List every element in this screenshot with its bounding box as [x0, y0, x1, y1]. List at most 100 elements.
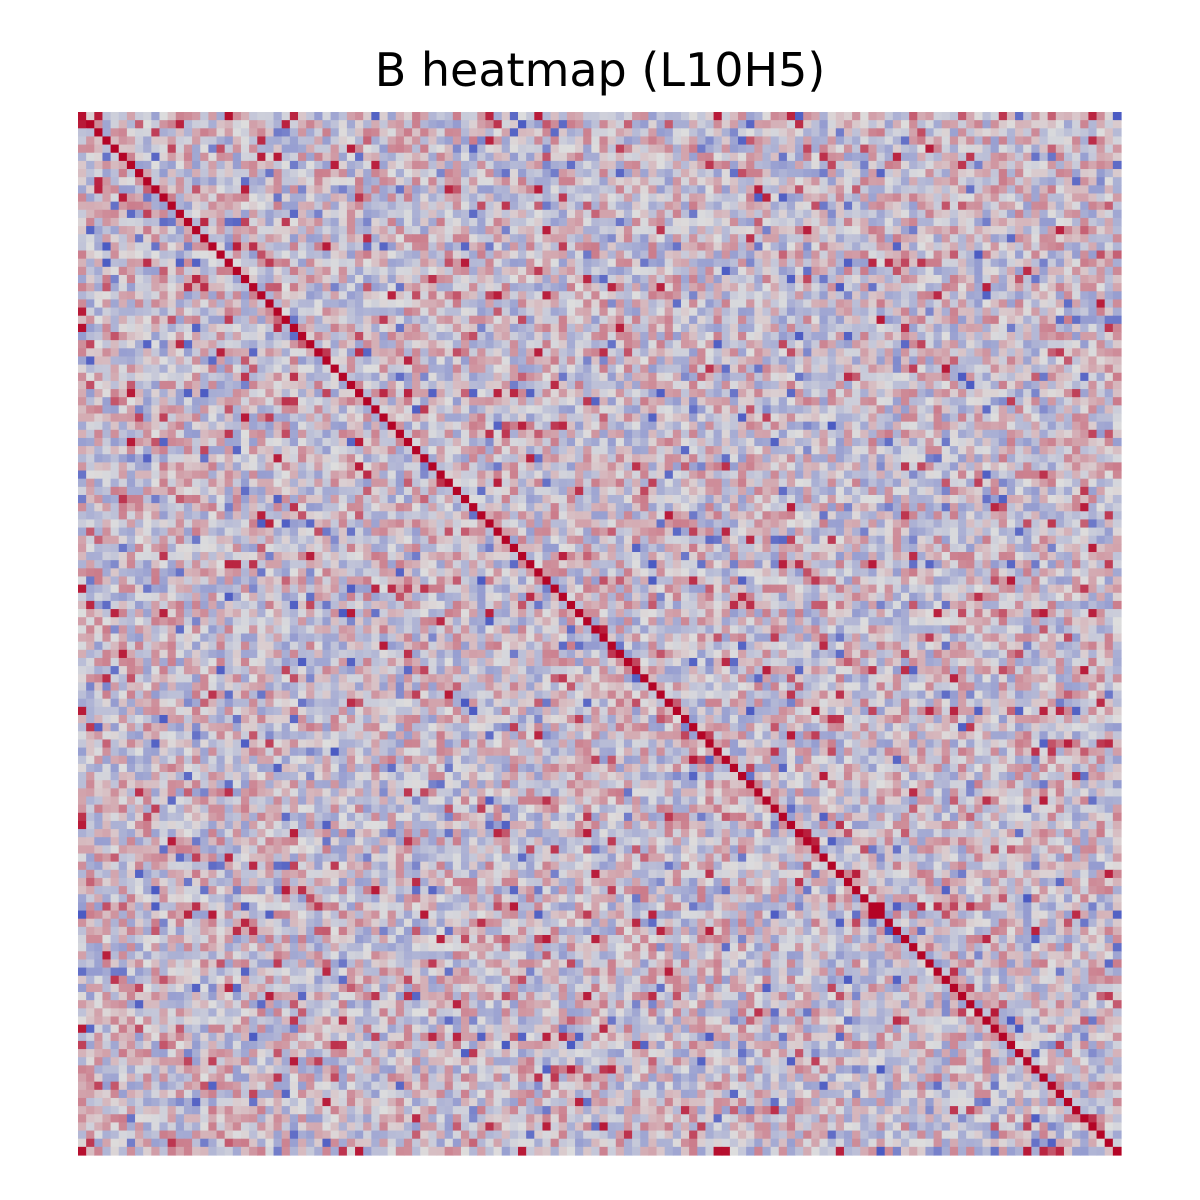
heatmap-cell — [884, 201, 894, 211]
heatmap-cell — [534, 112, 544, 121]
heatmap-cell — [281, 283, 291, 292]
heatmap-cell — [1088, 364, 1098, 374]
heatmap-cell — [843, 217, 853, 227]
heatmap-cell — [436, 160, 446, 170]
heatmap-cell — [518, 380, 527, 390]
heatmap-cell — [1080, 364, 1090, 374]
heatmap-cell — [1088, 274, 1098, 284]
heatmap-cell — [94, 234, 104, 243]
heatmap-cell — [949, 266, 959, 276]
heatmap-cell — [819, 283, 829, 292]
heatmap-cell — [355, 169, 364, 178]
heatmap-cell — [656, 144, 666, 154]
heatmap-cell — [1063, 250, 1073, 260]
heatmap-cell — [632, 340, 641, 349]
heatmap-cell — [827, 209, 837, 219]
heatmap-cell — [534, 413, 544, 423]
heatmap-cell — [933, 340, 943, 349]
heatmap-cell — [493, 234, 503, 243]
heatmap-cell — [591, 193, 601, 203]
heatmap-cell — [371, 185, 381, 195]
heatmap-cell — [933, 185, 943, 195]
heatmap-cell — [200, 364, 209, 374]
heatmap-cell — [689, 307, 698, 317]
heatmap-cell — [183, 209, 193, 219]
heatmap-cell — [526, 169, 535, 178]
heatmap-cell — [827, 250, 837, 260]
heatmap-cell — [273, 421, 283, 431]
heatmap-cell — [754, 217, 764, 227]
heatmap-cell — [518, 356, 527, 366]
heatmap-cell — [827, 315, 837, 325]
heatmap-cell — [884, 144, 894, 154]
heatmap-cell — [705, 274, 715, 284]
heatmap-cell — [835, 332, 845, 341]
heatmap-cell — [395, 332, 405, 341]
heatmap-cell — [949, 112, 959, 121]
heatmap-cell — [379, 193, 389, 203]
heatmap-cell — [770, 413, 780, 423]
heatmap-cell — [183, 315, 193, 325]
heatmap-cell — [746, 389, 755, 398]
heatmap-cell — [379, 169, 389, 178]
heatmap-cell — [273, 120, 283, 129]
heatmap-cell — [925, 177, 935, 186]
heatmap-cell — [387, 258, 397, 268]
heatmap-cell — [982, 291, 992, 301]
heatmap-cell — [485, 356, 495, 366]
heatmap-cell — [460, 185, 470, 195]
heatmap-cell — [1023, 234, 1032, 243]
heatmap-cell — [281, 421, 291, 431]
heatmap-cell — [689, 177, 698, 186]
heatmap-cell — [982, 209, 992, 219]
heatmap-cell — [738, 209, 747, 219]
heatmap-cell — [1055, 315, 1065, 325]
heatmap-cell — [705, 372, 715, 382]
heatmap-cell — [175, 397, 185, 406]
heatmap-cell — [444, 242, 454, 252]
heatmap-cell — [583, 340, 592, 349]
heatmap-cell — [216, 193, 226, 203]
heatmap-cell — [1088, 348, 1098, 358]
heatmap-cell — [615, 364, 625, 374]
heatmap-cell — [729, 332, 739, 341]
heatmap-cell — [1088, 112, 1098, 121]
heatmap-cell — [102, 323, 112, 333]
heatmap-cell — [306, 226, 315, 235]
heatmap-cell — [1072, 299, 1081, 309]
heatmap-cell — [958, 397, 967, 406]
heatmap-cell — [534, 323, 544, 333]
heatmap-cell — [949, 120, 959, 129]
heatmap-cell — [998, 160, 1008, 170]
heatmap-cell — [460, 226, 470, 235]
heatmap-cell — [1063, 217, 1073, 227]
heatmap-cell — [648, 315, 658, 325]
heatmap-cell — [892, 389, 902, 398]
heatmap-cell — [966, 152, 975, 162]
heatmap-cell — [941, 274, 951, 284]
heatmap-cell — [680, 169, 690, 178]
heatmap-cell — [322, 307, 332, 317]
heatmap-cell — [452, 413, 462, 423]
heatmap-cell — [159, 405, 169, 415]
heatmap-cell — [412, 209, 421, 219]
heatmap-cell — [1023, 177, 1032, 186]
heatmap-cell — [534, 152, 544, 162]
heatmap-cell — [346, 421, 356, 431]
heatmap-cell — [575, 380, 584, 390]
heatmap-cell — [330, 364, 340, 374]
heatmap-cell — [599, 128, 609, 138]
heatmap-cell — [623, 356, 633, 366]
heatmap-cell — [607, 250, 617, 260]
heatmap-cell — [518, 152, 527, 162]
heatmap-cell — [1096, 299, 1106, 309]
heatmap-cell — [159, 364, 169, 374]
heatmap-cell — [485, 120, 495, 129]
heatmap-cell — [240, 120, 250, 129]
heatmap-cell — [363, 307, 372, 317]
heatmap-cell — [843, 397, 853, 406]
heatmap-cell — [1039, 266, 1049, 276]
heatmap-cell — [118, 234, 128, 243]
heatmap-cell — [126, 120, 136, 129]
heatmap-cell — [509, 364, 519, 374]
